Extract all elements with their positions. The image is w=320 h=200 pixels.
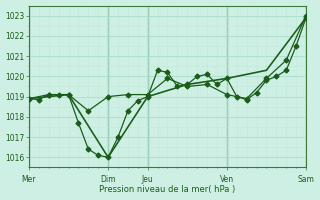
X-axis label: Pression niveau de la mer( hPa ): Pression niveau de la mer( hPa ) <box>100 185 236 194</box>
